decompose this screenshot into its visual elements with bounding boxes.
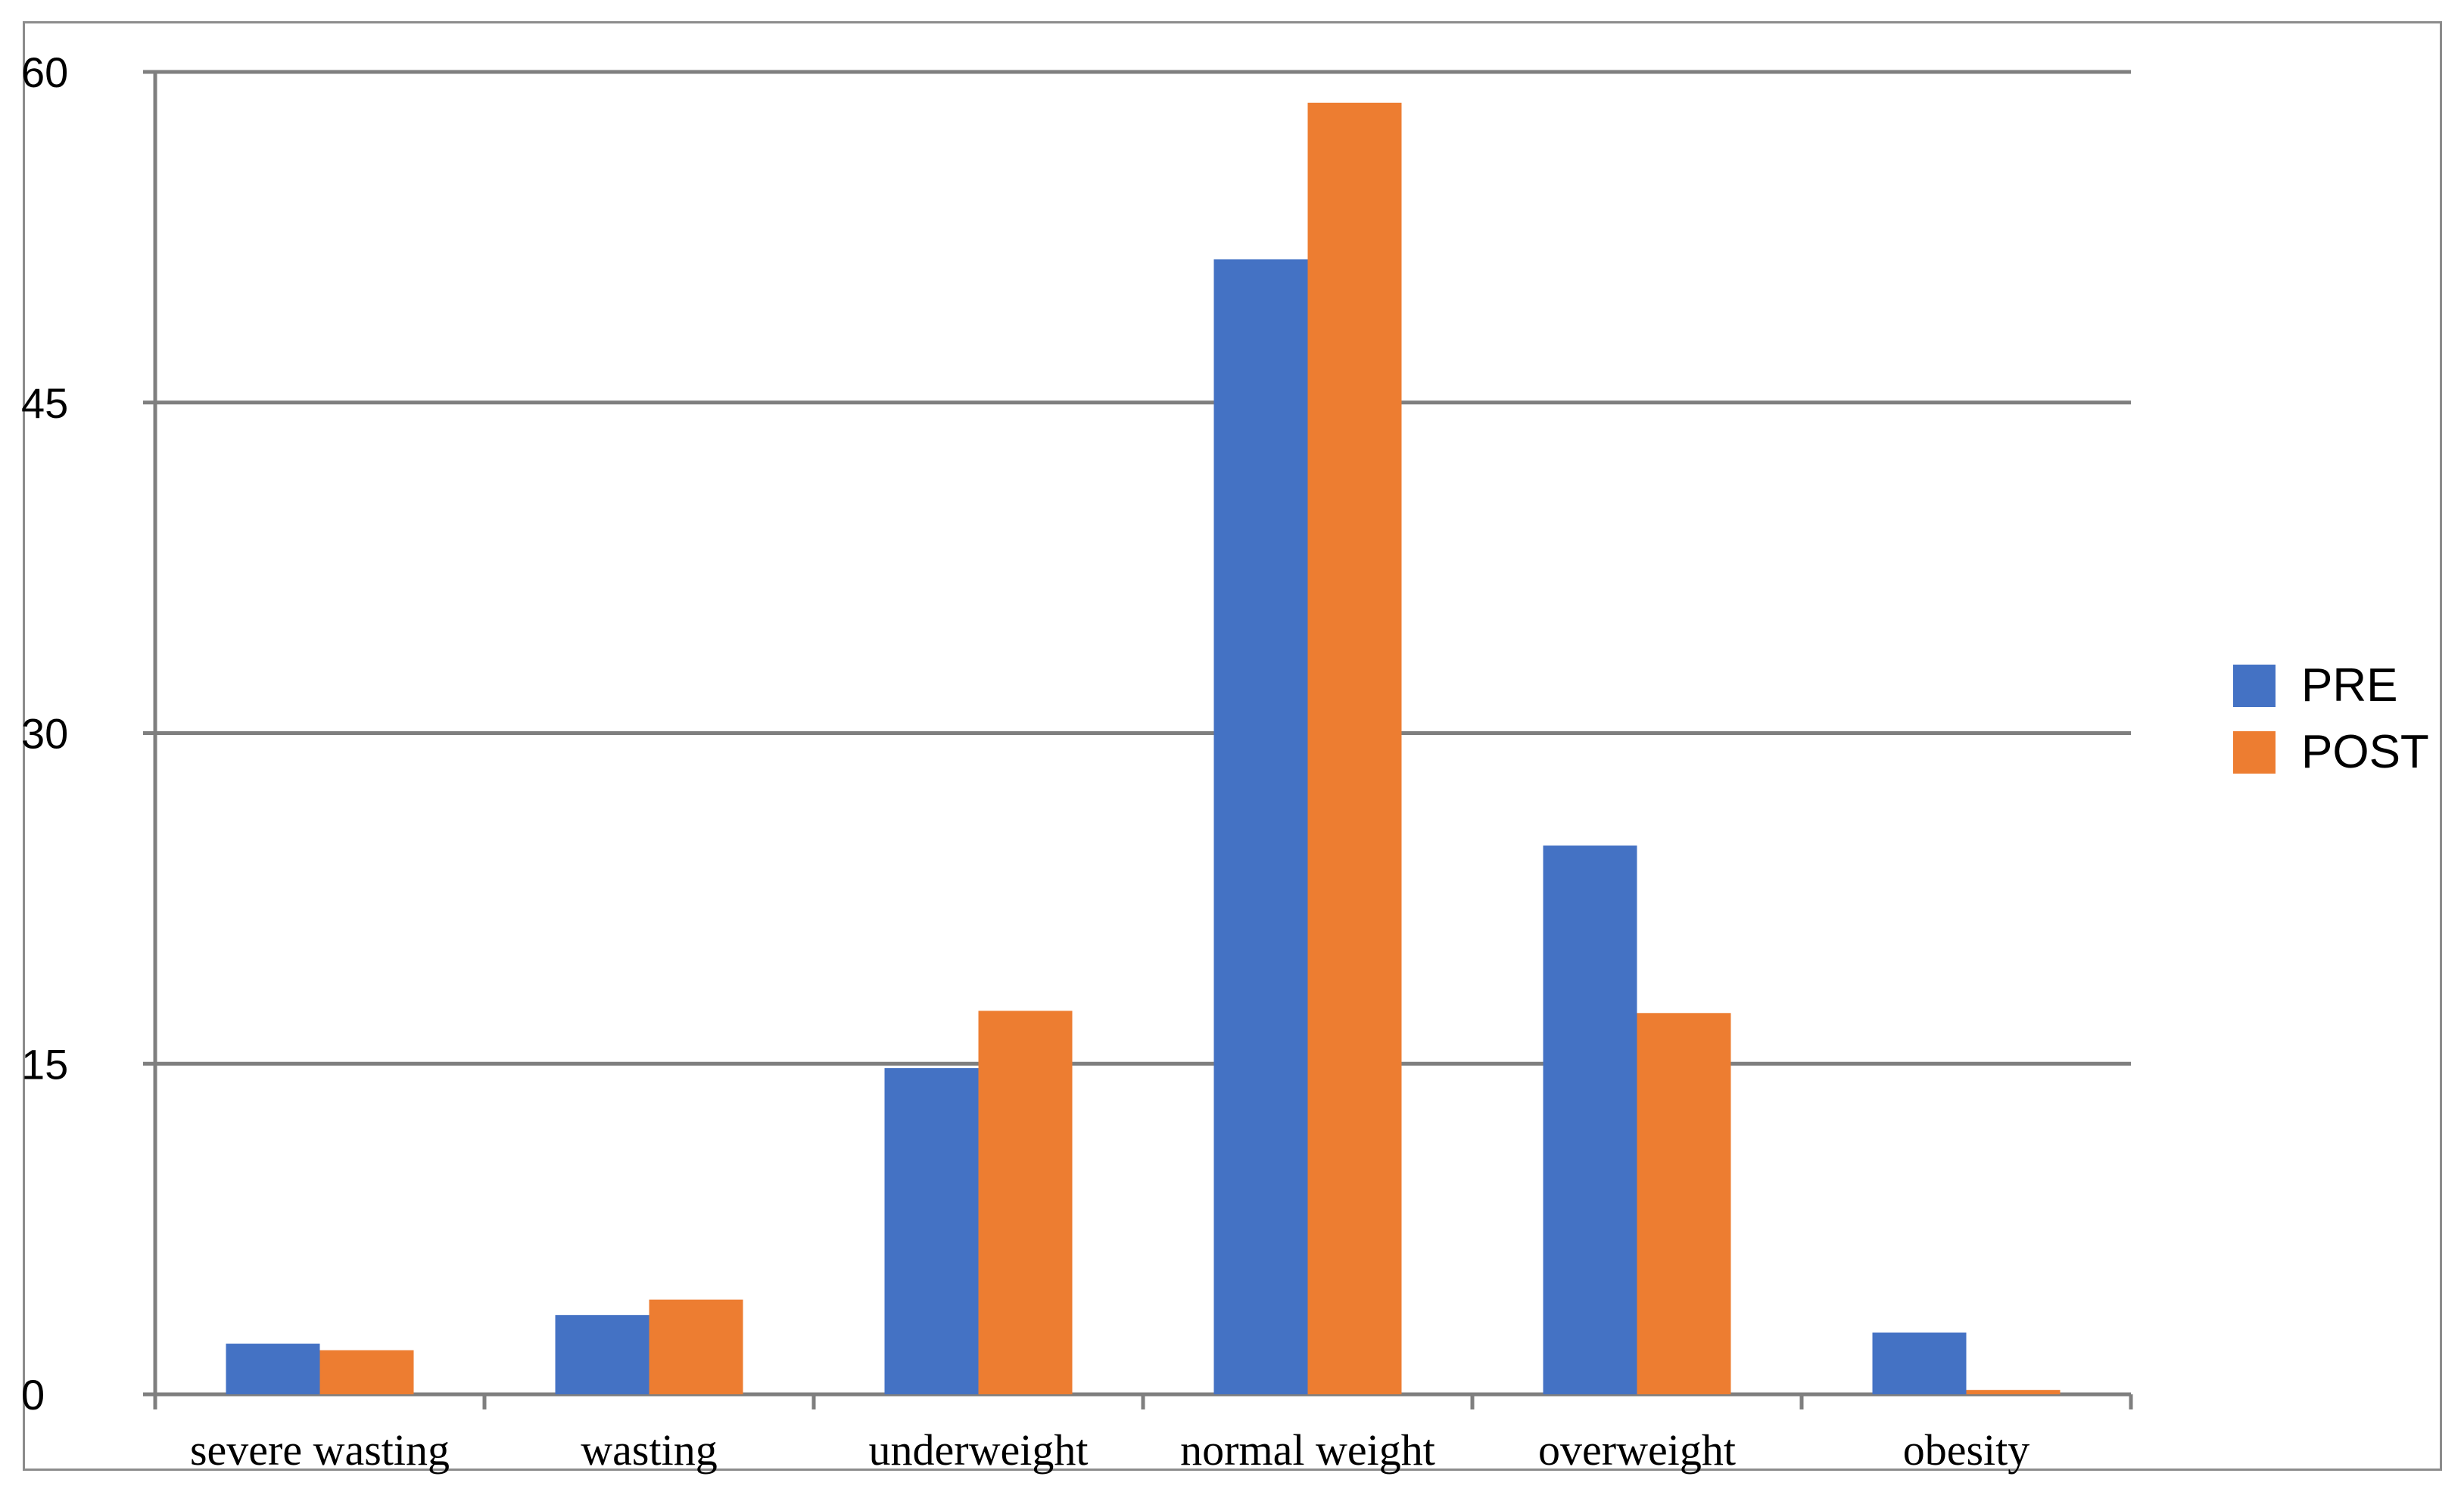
bar-pre-overweight bbox=[1543, 845, 1637, 1394]
bar-pre-wasting bbox=[555, 1315, 649, 1394]
bar-post-underweight bbox=[978, 1011, 1073, 1394]
x-tick-label: overweight bbox=[1538, 1425, 1736, 1475]
y-tick-label: 60 bbox=[21, 48, 68, 96]
bar-post-severe-wasting bbox=[319, 1350, 414, 1394]
bar-post-overweight bbox=[1637, 1013, 1731, 1394]
y-tick-label: 30 bbox=[21, 710, 68, 758]
bars bbox=[226, 102, 2061, 1395]
x-tick-label: obesity bbox=[1903, 1425, 2030, 1475]
bar-pre-severe-wasting bbox=[226, 1344, 320, 1394]
legend-label-pre: PRE bbox=[2301, 659, 2397, 712]
x-tick-label: normal weight bbox=[1180, 1425, 1435, 1475]
bar-post-obesity bbox=[1966, 1390, 2061, 1394]
axes bbox=[143, 72, 2133, 1409]
bar-post-normal-weight bbox=[1307, 102, 1402, 1395]
x-tick-label: underweight bbox=[869, 1425, 1089, 1475]
legend-label-post: POST bbox=[2301, 726, 2429, 778]
y-axis-ticks: 0 15 30 45 60 bbox=[21, 48, 155, 1419]
x-tick-label: wasting bbox=[581, 1425, 717, 1475]
bar-post-wasting bbox=[649, 1299, 743, 1394]
x-axis-ticks: severe wasting wasting underweight normal w… bbox=[190, 1425, 2029, 1475]
y-tick-label: 45 bbox=[21, 379, 68, 427]
y-tick-label: 15 bbox=[21, 1040, 68, 1088]
gridlines bbox=[155, 70, 2131, 1066]
legend: PRE POST bbox=[2233, 659, 2429, 778]
bar-pre-obesity bbox=[1872, 1332, 1967, 1394]
legend-swatch-pre bbox=[2233, 665, 2276, 707]
bar-pre-normal-weight bbox=[1213, 259, 1308, 1394]
y-tick-label: 0 bbox=[21, 1371, 45, 1419]
x-tick-label: severe wasting bbox=[190, 1425, 450, 1475]
bar-pre-underweight bbox=[884, 1068, 979, 1394]
legend-swatch-post bbox=[2233, 731, 2276, 774]
